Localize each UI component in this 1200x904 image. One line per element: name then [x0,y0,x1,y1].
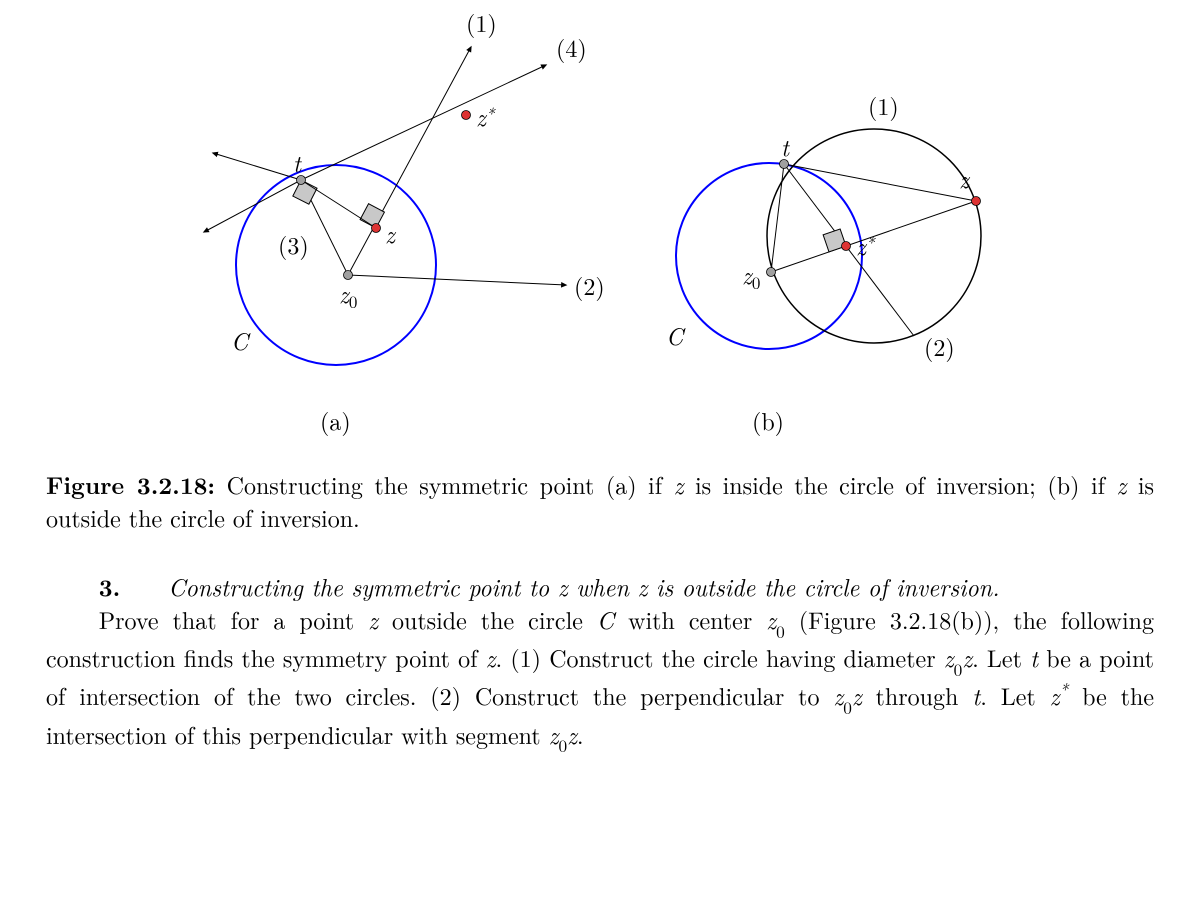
p2-z1: z [368,602,378,636]
label-C-b: C [666,318,686,352]
p2-zstar: z* [1050,678,1069,712]
panel-a: C [204,5,605,437]
label-C-a: C [231,323,251,357]
problem-3: 3. Constructing the symmetric point to z… [46,570,1154,756]
point-zstar-b [842,242,851,251]
right-angle-z-a [360,204,384,228]
label-3-a: (3) [278,227,309,261]
p2-h: through [862,678,973,712]
lead-b: when [568,569,638,603]
segment-t-z [301,180,376,228]
point-z-a [372,224,381,233]
lead-c: is outside the circle of inversion. [647,569,999,603]
point-z0-b [767,268,776,277]
label-t-a: t [293,145,302,179]
label-t-b: t [781,129,790,163]
segment-t-z-b [784,164,976,201]
ray-1 [348,47,471,275]
right-angle-t-a [293,180,317,204]
subcaption-b: (b) [752,403,784,437]
label-z-a: z [385,216,397,250]
problem-3-lead: 3. Constructing the symmetric point to z… [46,570,1154,603]
p2-a: Prove that for a point [99,602,368,636]
ray-4 [301,65,546,180]
label-zstar-a: z* [476,99,496,133]
label-z0-a: z0 [339,276,357,313]
label-zstar-b: z* [856,228,876,262]
label-z-b: z [959,161,971,195]
p2-t2: t [972,678,980,712]
tangent-ray-down [204,180,301,232]
p2-z2: z [486,640,496,674]
caption-z-2: z [1117,467,1127,501]
figure-svg: C [46,0,1154,450]
caption-part2: is inside the circle of inversion; (b) i… [683,467,1116,501]
p2-b: outside the circle [378,602,597,636]
perp-2-b [784,164,914,336]
label-1-b: (1) [868,88,899,122]
lead-a: Constructing the symmetric point to [168,569,558,603]
page: C [0,0,1200,904]
figure-caption: Figure 3.2.18: Constructing the symmetri… [46,468,1154,534]
label-z0-b: z0 [742,257,760,294]
p2-t1: t [1030,640,1038,674]
label-2-b: (2) [924,329,955,363]
point-z-b [972,197,981,206]
p2-z0z-1: z0z [944,640,972,674]
p2-f: . Let [972,640,1030,674]
p2-c: with center [614,602,766,636]
lead-z2: z [638,569,648,603]
p2-C: C [597,602,614,636]
item-number: 3. [99,570,120,604]
label-4-a: (4) [556,30,587,64]
p2-e: . (1) Construct the circle having diamet… [496,640,944,674]
p2-k: . [577,717,584,751]
tangent-ray-left [213,153,301,180]
label-1-a: (1) [466,5,497,39]
circle-C-a [236,165,436,365]
panel-b: C (1) [666,88,981,437]
caption-z-1: z [674,467,684,501]
figure-number: Figure 3.2.18: [46,468,215,502]
lead-z1: z [558,569,568,603]
p2-z0z-2: z0z [833,678,861,712]
caption-part1: Constructing the symmetric point (a) if [215,467,674,501]
p2-z0-1: z0 [766,602,784,636]
ray-2 [348,275,566,285]
subcaption-a: (a) [320,403,351,437]
figure-3-2-18: C [46,0,1154,450]
problem-3-body: Prove that for a point z outside the cir… [46,603,1154,756]
p2-i: . Let [980,678,1049,712]
point-zstar-a [462,111,471,120]
segment-z0-t-b [771,164,784,272]
label-2-a: (2) [574,268,605,302]
p2-z0z-3: z0z [549,717,577,751]
